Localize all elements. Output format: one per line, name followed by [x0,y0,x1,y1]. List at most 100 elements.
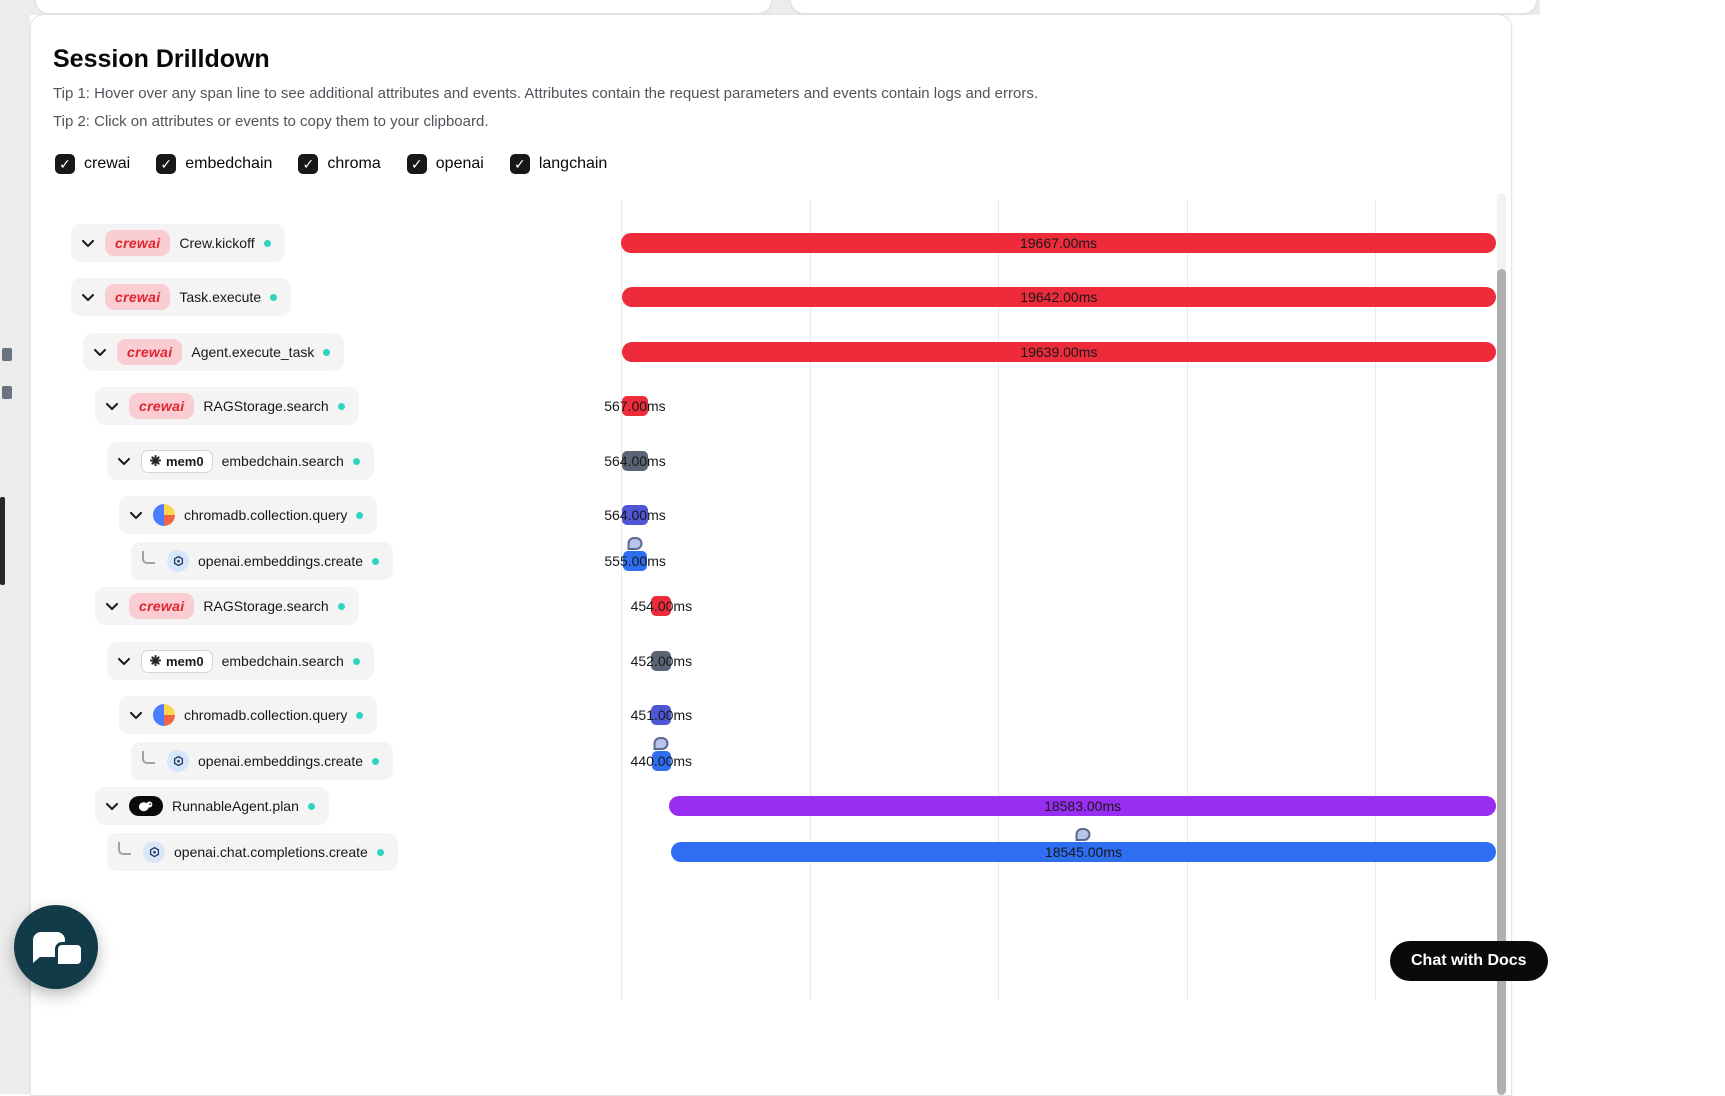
duration-bar[interactable] [651,596,672,616]
span-row-embedchain.search[interactable]: mem0 embedchain.search [107,442,374,480]
duration-bar[interactable] [621,287,1496,307]
span-row-RAGStorage.search[interactable]: crewai RAGStorage.search [95,587,359,625]
span-name: openai.embeddings.create [198,553,364,569]
duration-bar[interactable] [621,342,1496,362]
filter-label-openai: openai [435,155,484,172]
span-row-chromadb.collection.query[interactable]: chromadb.collection.query [119,696,378,734]
chevron-down-icon[interactable] [104,802,120,810]
crewai-logo: crewai [117,339,183,365]
filter-openai[interactable]: ✓ openai [406,154,484,174]
event-bubble-icon[interactable] [627,537,643,550]
span-row-openai.embeddings.create[interactable]: openai.embeddings.create [131,742,394,780]
openai-logo [167,750,189,772]
tip-1-text: Tip 1: Hover over any span line to see a… [53,85,1039,102]
filter-chroma[interactable]: ✓ chroma [298,154,381,174]
checkbox-embedchain[interactable]: ✓ [156,154,177,174]
crewai-logo: crewai [129,393,195,419]
page-background-left [0,0,30,1094]
background-card-left [35,0,772,14]
span-status-dot [263,239,271,247]
session-drilldown-card: Session Drilldown Tip 1: Hover over any … [30,14,1512,1096]
checkbox-openai[interactable]: ✓ [406,154,427,174]
mem0-asterisk-icon [149,654,162,669]
span-name: openai.embeddings.create [198,753,364,769]
chevron-down-icon[interactable] [104,402,120,410]
span-status-dot [372,557,380,565]
gridline [1375,200,1376,1000]
filter-langchain[interactable]: ✓ langchain [509,154,607,174]
span-row-RAGStorage.search[interactable]: crewai RAGStorage.search [95,387,359,425]
span-row-embedchain.search[interactable]: mem0 embedchain.search [107,642,374,680]
tree-elbow-connector [142,751,155,764]
chevron-down-icon[interactable] [92,348,108,356]
tree-elbow-connector [142,551,155,564]
filter-embedchain[interactable]: ✓ embedchain [156,154,272,174]
openai-logo [143,841,165,863]
chevron-down-icon[interactable] [80,239,96,247]
span-status-dot [376,848,384,856]
span-status-dot [337,402,345,410]
span-row-openai.chat.completions.create[interactable]: openai.chat.completions.create [107,833,398,871]
duration-bar[interactable] [622,505,648,525]
duration-bar[interactable] [621,233,1496,253]
span-name: RAGStorage.search [203,598,329,614]
span-row-Agent.execute_task[interactable]: crewai Agent.execute_task [83,333,345,371]
scrollbar-thumb[interactable] [1497,269,1506,1095]
event-bubble-icon[interactable] [653,737,669,750]
span-status-dot [356,511,364,519]
span-status-dot [356,711,364,719]
span-row-Task.execute[interactable]: crewai Task.execute [71,278,292,316]
span-row-chromadb.collection.query[interactable]: chromadb.collection.query [119,496,378,534]
duration-bar[interactable] [651,705,672,725]
page-edge-artifact [0,497,5,585]
tip-2-text: Tip 2: Click on attributes or events to … [53,113,489,130]
chevron-down-icon[interactable] [116,457,132,465]
span-row-Crew.kickoff[interactable]: crewai Crew.kickoff [71,224,285,262]
span-status-dot [352,457,360,465]
duration-bar[interactable] [651,751,672,771]
chat-bubble-small-icon [55,942,84,967]
gridline [998,200,999,1000]
chevron-down-icon[interactable] [128,711,144,719]
page-title: Session Drilldown [53,45,270,73]
duration-bar[interactable] [622,396,648,416]
filter-label-chroma: chroma [327,155,381,172]
chevron-down-icon[interactable] [116,657,132,665]
duration-bar[interactable] [622,551,648,571]
mem0-label: mem0 [166,453,204,469]
duration-bar[interactable] [669,796,1496,816]
tree-elbow-connector [118,842,131,855]
crewai-logo: crewai [129,593,195,619]
duration-bar[interactable] [622,451,648,471]
span-row-openai.embeddings.create[interactable]: openai.embeddings.create [131,542,394,580]
span-name: chromadb.collection.query [184,707,348,723]
background-card-right [790,0,1537,14]
duration-bar[interactable] [670,842,1496,862]
span-row-RunnableAgent.plan[interactable]: RunnableAgent.plan [95,787,329,825]
page-edge-artifact [2,348,12,361]
chat-with-docs-button[interactable]: Chat with Docs [1390,941,1548,981]
crewai-logo: crewai [105,230,171,256]
span-name: Task.execute [179,289,262,305]
span-name: RunnableAgent.plan [172,798,299,814]
filter-crewai[interactable]: ✓ crewai [55,154,130,174]
span-name: chromadb.collection.query [184,507,348,523]
chevron-down-icon[interactable] [128,511,144,519]
duration-bar[interactable] [651,651,672,671]
span-status-dot [323,348,331,356]
checkbox-chroma[interactable]: ✓ [298,154,319,174]
chevron-down-icon[interactable] [104,602,120,610]
span-name: Agent.execute_task [191,344,315,360]
chat-widget-button[interactable] [14,905,98,989]
crewai-logo: crewai [105,284,171,310]
filter-label-crewai: crewai [84,155,131,172]
span-name: RAGStorage.search [203,398,329,414]
mem0-logo: mem0 [141,649,213,673]
checkbox-langchain[interactable]: ✓ [509,154,530,174]
span-name: Crew.kickoff [179,235,255,251]
chevron-down-icon[interactable] [80,293,96,301]
checkbox-crewai[interactable]: ✓ [55,154,75,174]
event-bubble-icon[interactable] [1075,828,1091,841]
span-status-dot [337,602,345,610]
chat-with-docs-label: Chat with Docs [1411,952,1527,969]
